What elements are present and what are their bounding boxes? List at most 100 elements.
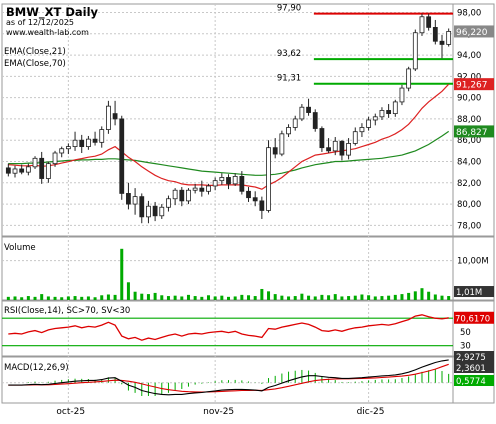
volume-bar <box>433 294 437 300</box>
volume-badge-label: 1,01M <box>456 288 482 298</box>
price-candle <box>72 131 78 151</box>
candle-body <box>392 101 398 115</box>
volume-bar <box>26 296 30 300</box>
macd-line <box>8 359 449 396</box>
candle-body <box>192 187 198 191</box>
candle-body <box>132 196 138 205</box>
volume-bar <box>380 296 384 300</box>
price-candle <box>299 104 305 122</box>
volume-bar <box>387 295 391 300</box>
candle-body <box>39 157 45 179</box>
candle-body <box>299 106 305 120</box>
candle-body <box>232 176 238 185</box>
price-candle <box>5 163 11 177</box>
volume-bar <box>267 291 271 300</box>
volume-bar <box>280 295 284 300</box>
price-candle <box>59 146 65 158</box>
price-level-label: 91,31 <box>277 74 301 84</box>
price-candle <box>39 151 45 184</box>
price-candle <box>392 99 398 117</box>
price-tick-label: 98,00 <box>457 9 481 19</box>
candle-body <box>59 148 65 154</box>
price-candle <box>366 116 372 131</box>
rsi-badge-label: 70,6170 <box>455 314 490 324</box>
candle-body <box>72 139 78 148</box>
volume-bar <box>227 296 230 300</box>
volume-bar <box>447 296 451 300</box>
volume-bar <box>180 296 184 300</box>
price-candle <box>372 113 378 126</box>
candle-body <box>25 166 31 173</box>
price-candle <box>266 140 271 213</box>
candle-body <box>92 138 98 143</box>
candle-body <box>119 118 125 194</box>
candle-body <box>106 105 111 130</box>
candle-body <box>266 147 271 211</box>
volume-bar <box>160 295 164 300</box>
candle-body <box>372 116 378 121</box>
price-candle <box>99 126 105 148</box>
volume-bar <box>440 295 444 300</box>
price-candle <box>25 163 31 176</box>
candle-body <box>219 177 225 182</box>
candle-body <box>199 187 205 192</box>
price-tick-label: 90,00 <box>457 94 481 104</box>
price-level-label: 97,90 <box>277 4 301 14</box>
volume-bar <box>193 296 197 300</box>
macd-badge-label: 2,3601 <box>456 364 486 374</box>
candle-body <box>246 190 251 199</box>
price-level-label: 93,62 <box>277 49 301 59</box>
volume-bar <box>420 288 424 300</box>
price-candle <box>65 143 71 155</box>
volume-bar <box>86 296 90 300</box>
volume-bar <box>333 294 337 300</box>
volume-bar <box>313 296 317 300</box>
volume-bar <box>407 292 411 300</box>
price-badge-ema21 <box>454 78 494 91</box>
price-candle <box>186 188 191 205</box>
candle-body <box>399 87 405 103</box>
volume-bar <box>66 296 70 300</box>
candle-body <box>179 189 185 202</box>
x-tick-label: oct-25 <box>56 407 85 417</box>
chart-source: www.wealth-lab.com <box>6 28 89 37</box>
volume-bar <box>40 294 44 300</box>
macd-badge-label: 0,5774 <box>456 377 486 387</box>
price-candle <box>126 182 131 210</box>
price-tick-label: 82,00 <box>457 179 481 189</box>
price-candle <box>426 13 432 31</box>
candle-body <box>45 163 51 179</box>
candle-body <box>252 197 258 202</box>
x-tick-label: dic-25 <box>357 407 385 417</box>
volume-bar <box>106 294 110 300</box>
volume-bar <box>373 296 377 300</box>
price-candle <box>352 127 358 146</box>
candle-body <box>12 168 18 174</box>
price-candle <box>419 13 425 36</box>
candle-body <box>352 131 358 144</box>
price-candle <box>379 107 385 120</box>
volume-bar <box>233 296 237 300</box>
price-tick-label: 80,00 <box>457 200 481 210</box>
candle-body <box>446 31 452 45</box>
price-candle <box>226 174 231 190</box>
price-candle <box>32 156 38 169</box>
price-candle <box>292 115 298 131</box>
candle-body <box>292 118 298 128</box>
price-badge-ema70 <box>454 125 494 138</box>
price-candle <box>399 84 405 106</box>
macd-label: MACD(12,26,9) <box>4 363 69 373</box>
price-pane <box>1 3 495 237</box>
price-badge-label: 91,267 <box>456 81 488 91</box>
volume-bar <box>240 294 244 300</box>
rsi-badge <box>454 311 494 324</box>
candle-body <box>206 185 211 192</box>
candle-body <box>32 157 38 168</box>
price-badge-last <box>454 25 494 38</box>
price-candle <box>386 104 392 118</box>
ema21-legend: EMA(Close,21) <box>4 47 66 57</box>
candle-body <box>159 206 165 217</box>
price-candle <box>206 183 211 195</box>
